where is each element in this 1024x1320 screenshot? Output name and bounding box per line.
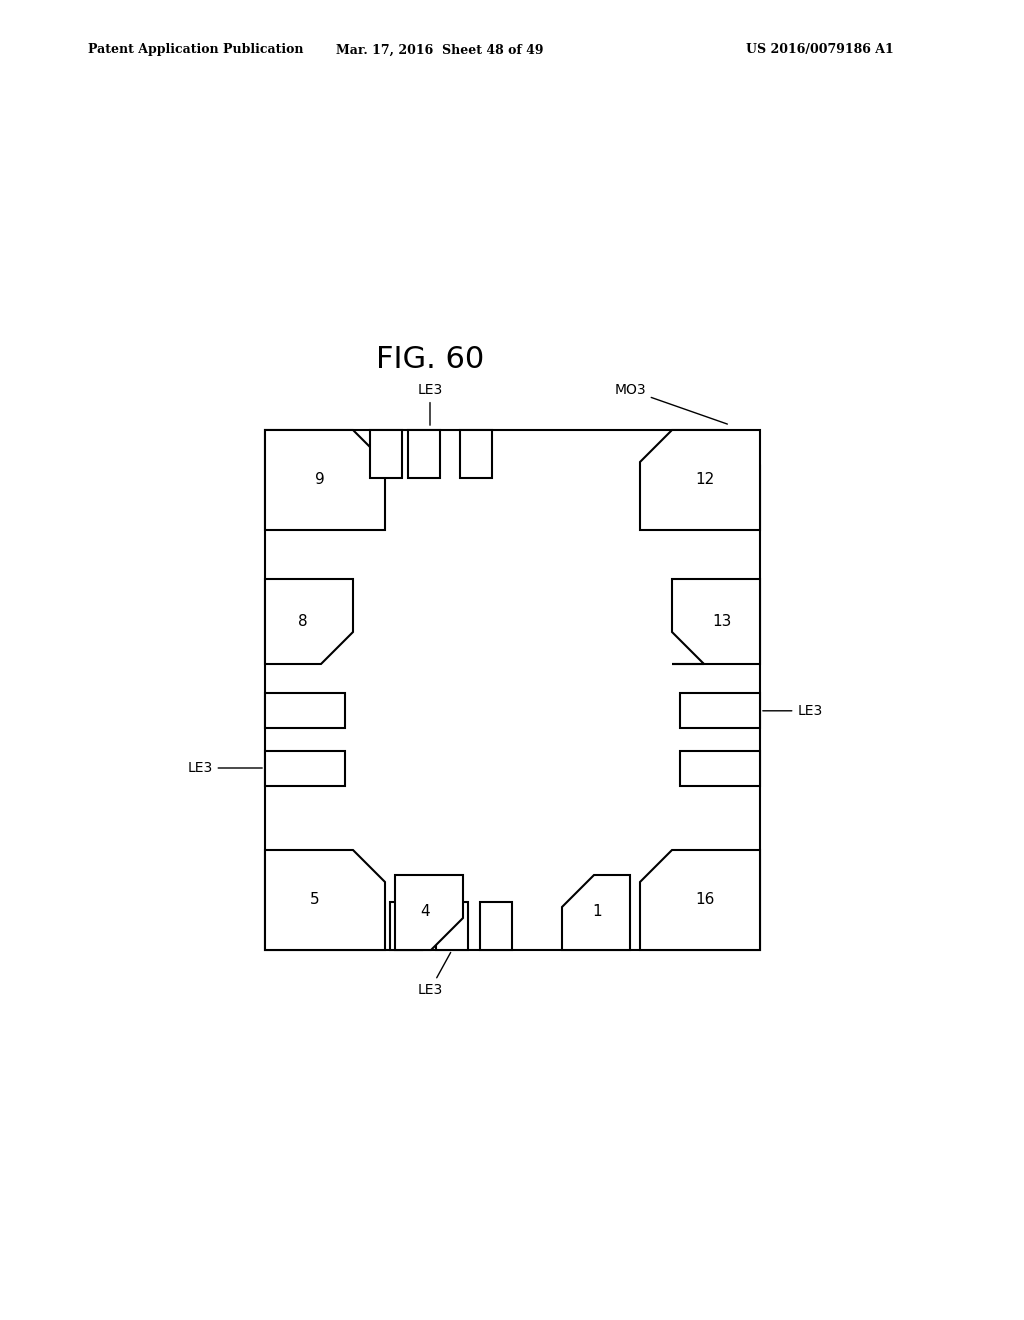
Text: LE3: LE3 — [187, 762, 262, 775]
Polygon shape — [265, 430, 385, 531]
Bar — [680, 751, 760, 785]
Polygon shape — [265, 850, 385, 950]
Bar — [480, 902, 512, 950]
Text: 8: 8 — [298, 615, 308, 630]
Text: 4: 4 — [420, 904, 430, 920]
Text: 9: 9 — [315, 473, 325, 487]
Text: Mar. 17, 2016  Sheet 48 of 49: Mar. 17, 2016 Sheet 48 of 49 — [336, 44, 544, 57]
Text: LE3: LE3 — [418, 953, 451, 997]
Text: LE3: LE3 — [763, 704, 822, 718]
Text: LE3: LE3 — [418, 383, 442, 425]
Text: MO3: MO3 — [614, 383, 727, 424]
Polygon shape — [640, 850, 760, 950]
Text: US 2016/0079186 A1: US 2016/0079186 A1 — [746, 44, 894, 57]
Text: Patent Application Publication: Patent Application Publication — [88, 44, 303, 57]
Text: 12: 12 — [695, 473, 715, 487]
Bar — [370, 430, 402, 478]
Bar — [390, 902, 422, 950]
Polygon shape — [672, 579, 760, 664]
Bar — [265, 751, 345, 785]
Polygon shape — [640, 430, 760, 531]
Bar — [408, 430, 440, 478]
Text: 16: 16 — [695, 892, 715, 908]
Text: 1: 1 — [592, 904, 602, 920]
Polygon shape — [265, 579, 353, 664]
Bar — [265, 693, 345, 729]
Polygon shape — [562, 875, 630, 950]
Bar — [460, 430, 492, 478]
Bar — [436, 902, 468, 950]
Text: 13: 13 — [713, 615, 732, 630]
Polygon shape — [395, 875, 463, 950]
Text: 5: 5 — [310, 892, 319, 908]
Polygon shape — [265, 430, 760, 950]
Text: FIG. 60: FIG. 60 — [376, 346, 484, 375]
Bar — [680, 693, 760, 729]
